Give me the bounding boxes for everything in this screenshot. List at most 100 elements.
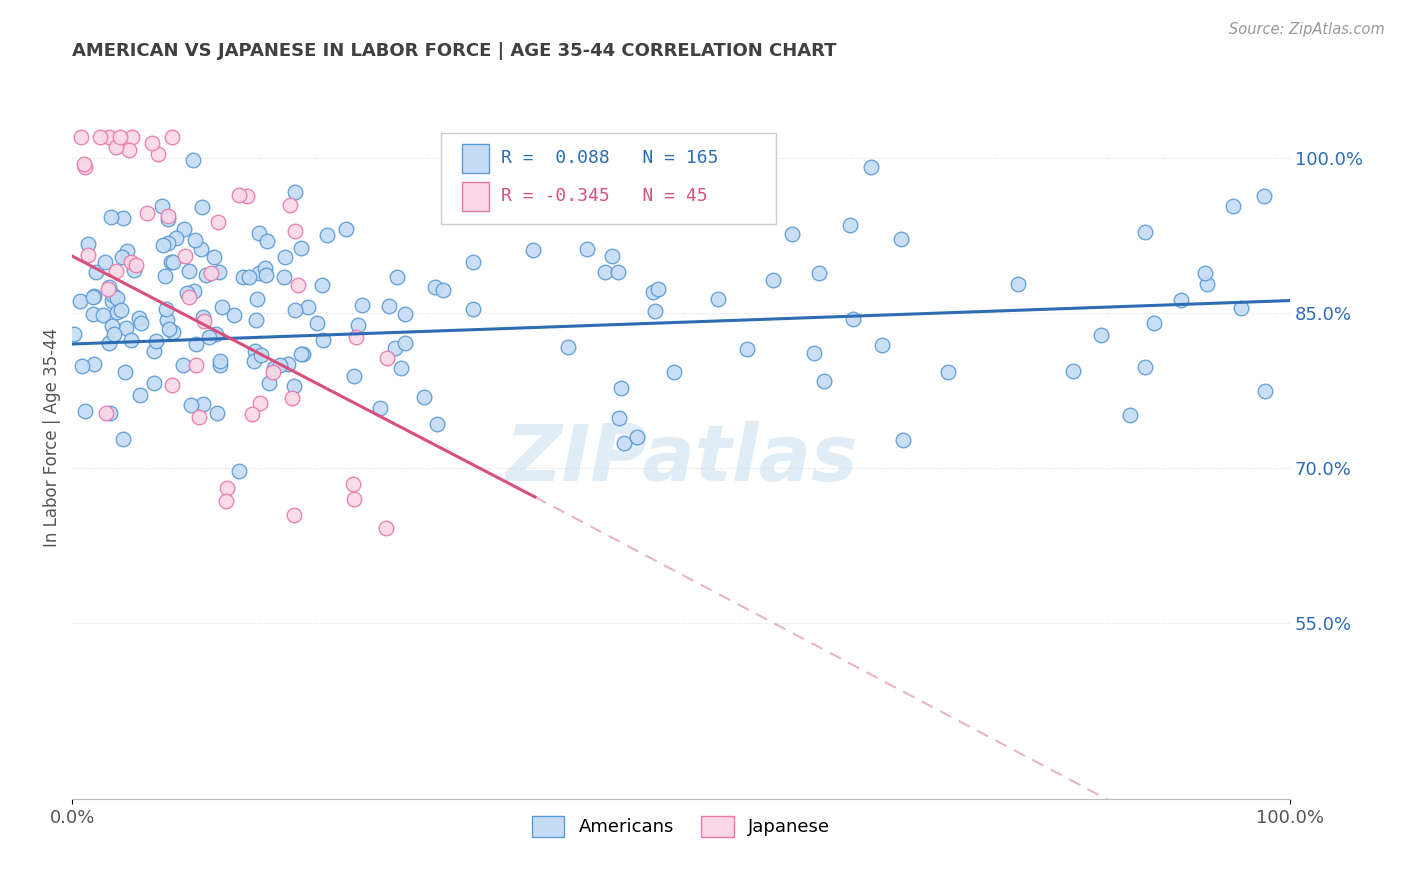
Point <box>84 265 107 279</box>
Point <box>245 312 267 326</box>
Point <box>370 401 392 416</box>
Point <box>105 291 128 305</box>
Point <box>83 289 105 303</box>
Point <box>259 376 281 390</box>
Point <box>311 277 333 292</box>
Point <box>1194 266 1216 280</box>
Point <box>153 268 176 283</box>
Point <box>156 209 179 223</box>
Point <box>120 255 142 269</box>
Point <box>423 280 446 294</box>
Point <box>280 198 302 212</box>
Point <box>249 348 271 362</box>
Point <box>647 282 669 296</box>
Point <box>273 269 295 284</box>
Point <box>176 285 198 300</box>
FancyBboxPatch shape <box>441 133 776 224</box>
Point <box>121 130 143 145</box>
Point <box>76 237 98 252</box>
Point <box>378 299 401 313</box>
Point <box>1135 359 1157 374</box>
Point <box>222 308 245 322</box>
Point <box>160 377 183 392</box>
Point <box>70 130 93 145</box>
Point <box>662 365 685 379</box>
Point <box>152 237 174 252</box>
Bar <box>463 182 489 211</box>
Point <box>98 407 121 421</box>
Point <box>240 407 263 421</box>
Point <box>101 294 124 309</box>
Point <box>346 330 368 344</box>
Point <box>143 376 166 391</box>
Point <box>111 250 134 264</box>
Point <box>174 249 197 263</box>
Point <box>256 234 278 248</box>
Point <box>1119 408 1142 422</box>
Point <box>105 263 128 277</box>
Point <box>870 338 893 352</box>
Point <box>162 254 184 268</box>
Point <box>75 404 97 418</box>
Point <box>215 481 238 495</box>
Point <box>1135 225 1157 239</box>
Point <box>859 160 882 174</box>
Point <box>1254 384 1277 398</box>
Point <box>131 316 153 330</box>
Point <box>184 336 207 351</box>
Point <box>215 494 238 508</box>
Point <box>183 285 205 299</box>
Point <box>1222 199 1244 213</box>
Point <box>179 290 201 304</box>
Text: Source: ZipAtlas.com: Source: ZipAtlas.com <box>1229 22 1385 37</box>
Point <box>155 302 177 317</box>
Point <box>1090 328 1112 343</box>
Point <box>76 247 98 261</box>
Point <box>207 214 229 228</box>
Point <box>389 361 412 376</box>
Point <box>384 341 406 355</box>
Point <box>803 346 825 360</box>
Point <box>305 316 328 330</box>
Point <box>112 211 135 225</box>
Point <box>184 233 207 247</box>
Point <box>97 281 120 295</box>
Point <box>202 250 225 264</box>
Point <box>610 381 633 395</box>
Point <box>735 343 758 357</box>
Point <box>316 227 339 242</box>
Point <box>263 360 285 375</box>
Point <box>228 465 250 479</box>
Point <box>1143 317 1166 331</box>
Point <box>342 476 364 491</box>
Point <box>105 140 128 154</box>
Point <box>707 292 730 306</box>
Point <box>98 280 121 294</box>
Point <box>228 188 250 202</box>
Point <box>311 333 333 347</box>
Point <box>461 255 484 269</box>
Point <box>195 268 218 283</box>
Point <box>160 130 183 145</box>
Point <box>118 143 141 157</box>
Point <box>385 269 408 284</box>
Point <box>193 397 215 411</box>
Point <box>162 325 184 339</box>
Point <box>643 178 665 193</box>
Point <box>208 265 231 279</box>
Point <box>607 411 630 425</box>
Point <box>290 347 312 361</box>
Point <box>375 521 398 535</box>
Point <box>284 224 307 238</box>
Point <box>184 358 207 372</box>
Point <box>277 357 299 371</box>
Point <box>284 302 307 317</box>
Point <box>249 396 271 410</box>
Point <box>600 249 623 263</box>
Text: ZIPatlas: ZIPatlas <box>505 421 858 497</box>
Point <box>343 368 366 383</box>
Text: R =  0.088   N = 165: R = 0.088 N = 165 <box>501 150 718 168</box>
Point <box>780 227 803 242</box>
Bar <box>463 144 489 173</box>
Point <box>128 311 150 326</box>
